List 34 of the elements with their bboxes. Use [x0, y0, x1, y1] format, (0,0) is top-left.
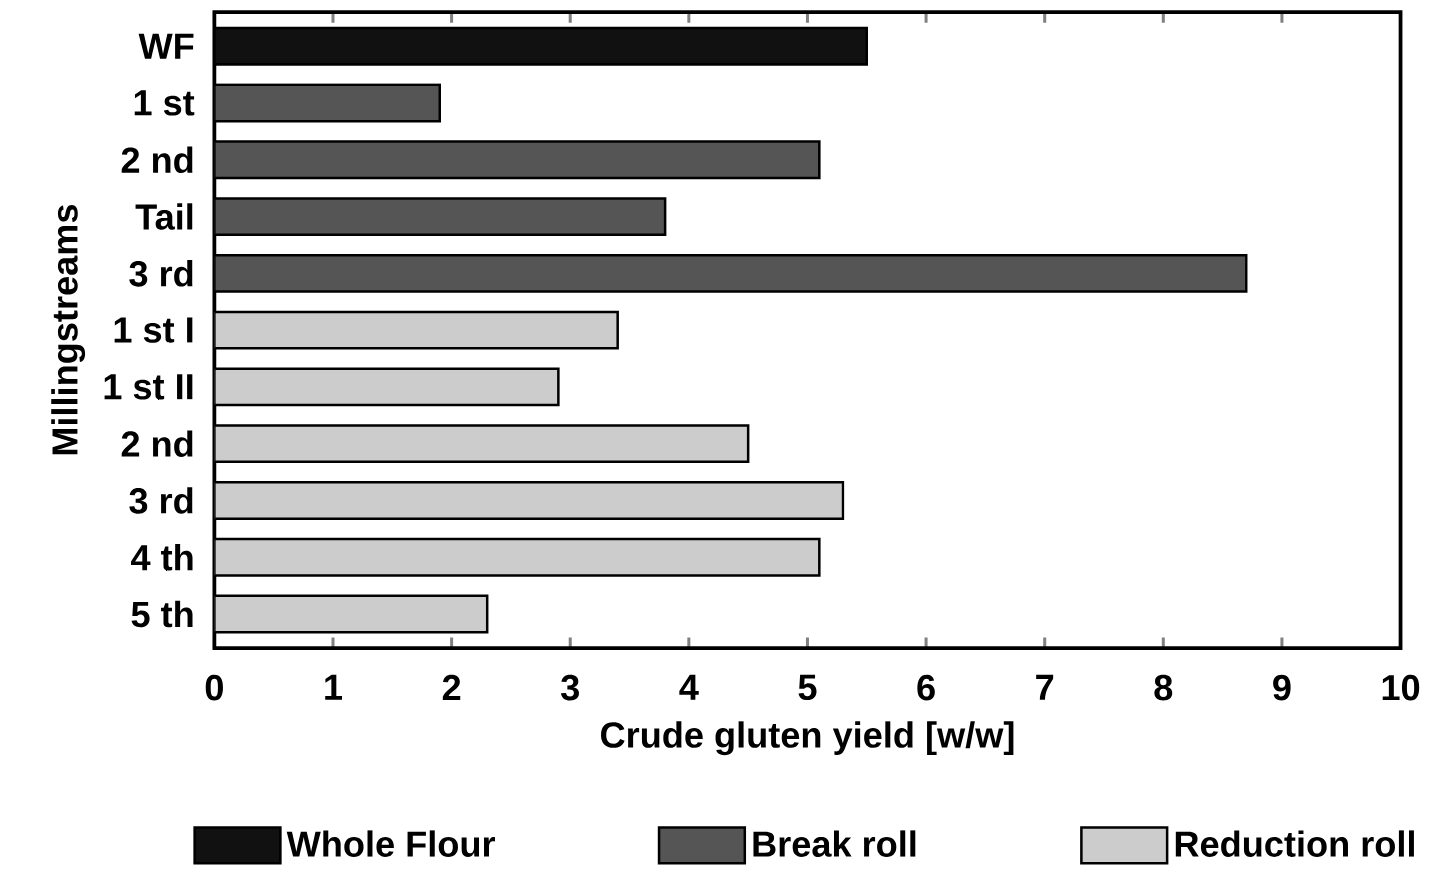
y-tick-label: 1 st II [104, 374, 193, 400]
legend-label: Break roll [753, 830, 916, 857]
y-axis-title: Millingstreams [51, 204, 86, 455]
x-tick-label: 3 [561, 674, 579, 701]
y-tick-label: 3 rd [129, 486, 193, 514]
x-tick-label: 8 [1154, 674, 1173, 701]
legend-label: Whole Flour [286, 830, 496, 857]
bar [214, 537, 821, 577]
y-tick-label: 1 st [134, 90, 195, 116]
x-tick-label: 2 [442, 674, 461, 700]
y-tick-label: 5 th [131, 600, 193, 628]
y-tick-label: Tail [135, 203, 193, 230]
y-tick-label: 2 nd [121, 430, 193, 457]
y-tick-label: 4 th [131, 543, 193, 571]
x-tick-label: 4 [679, 674, 699, 700]
x-tick-label: 9 [1273, 674, 1291, 701]
bar [214, 310, 619, 350]
y-tick-label: 2 nd [121, 146, 193, 173]
bar [214, 140, 821, 179]
x-axis-title: Crude gluten yield [w/w] [601, 721, 1014, 755]
x-tick-label: 1 [325, 674, 343, 700]
bar [214, 253, 1248, 293]
x-tick-label: 10 [1382, 674, 1420, 701]
x-tick-label: 5 [798, 674, 817, 700]
y-tick-label: 3 rd [129, 259, 193, 287]
bar [214, 424, 750, 463]
legend-label: Reduction roll [1175, 830, 1414, 857]
bar [214, 367, 560, 407]
x-tick-label: 6 [917, 674, 935, 701]
x-tick-label: 7 [1036, 674, 1054, 700]
y-tick-label: WF [138, 33, 194, 59]
bar [214, 594, 489, 634]
y-tick-label: 1 st I [114, 317, 193, 343]
x-tick-label: 0 [205, 674, 223, 701]
